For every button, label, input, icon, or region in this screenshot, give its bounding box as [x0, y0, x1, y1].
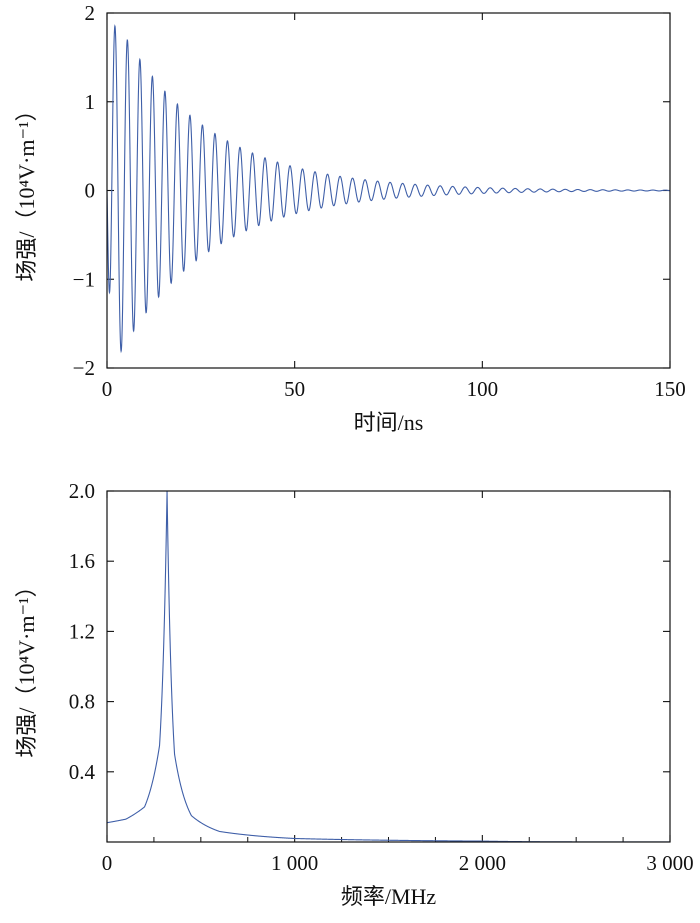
- time-domain-tick-labels: 0 50 100 150 −2 −1 0 1 2: [73, 1, 686, 401]
- time-domain-x-axis-label: 时间/ns: [354, 410, 424, 435]
- y-tick-label: 0.4: [69, 760, 96, 784]
- y-tick-label: 0.8: [69, 690, 95, 714]
- y-tick-label: −1: [73, 267, 95, 291]
- frequency-domain-y-axis-label: 场强/（10⁴V·m⁻¹）: [14, 575, 39, 757]
- x-tick-label: 100: [467, 377, 499, 401]
- time-domain-plot-frame: [106, 12, 671, 369]
- y-tick-label: 1: [85, 90, 96, 114]
- y-tick-label: 0: [85, 179, 96, 203]
- x-tick-label: 150: [654, 377, 686, 401]
- x-tick-label: 0: [102, 377, 113, 401]
- x-tick-label: 3 000: [646, 851, 693, 875]
- y-tick-label: 2.0: [69, 479, 95, 503]
- x-tick-label: 1 000: [271, 851, 318, 875]
- frequency-domain-x-axis-label: 频率/MHz: [341, 884, 437, 909]
- y-tick-label: 2: [85, 1, 96, 25]
- frequency-domain-plot-frame: [106, 490, 671, 843]
- time-domain-y-axis-label: 场强/（10⁴V·m⁻¹）: [14, 99, 39, 281]
- y-tick-label: 1.2: [69, 619, 95, 643]
- time-domain-waveform: [106, 24, 671, 354]
- frequency-domain-ticks: [106, 490, 671, 842]
- x-tick-label: 0: [102, 851, 113, 875]
- frequency-spectrum-curve: [106, 490, 670, 843]
- y-tick-label: 1.6: [69, 549, 95, 573]
- time-domain-ticks: [106, 12, 671, 369]
- frequency-domain-tick-labels: 0 1 000 2 000 3 000 0.4 0.8 1.2 1.6 2.0: [69, 479, 694, 875]
- x-tick-label: 2 000: [459, 851, 506, 875]
- y-tick-label: −2: [73, 356, 95, 380]
- x-tick-label: 50: [284, 377, 305, 401]
- time-domain-chart: 0 50 100 150 −2 −1 0 1 2 时间/ns 场强/（10⁴V·m⁻¹）: [14, 1, 686, 435]
- frequency-domain-chart: 0 1 000 2 000 3 000 0.4 0.8 1.2 1.6 2.0 频率/MHz 场…: [14, 479, 694, 909]
